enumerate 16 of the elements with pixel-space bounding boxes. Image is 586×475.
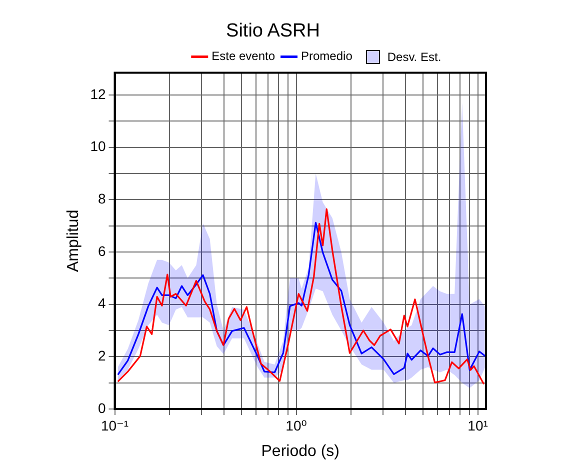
legend-label: Promedio [301,49,353,64]
y-axis-title: Amplitud [65,210,82,272]
y-tick-label: 12 [90,86,106,102]
x-tick-label: 10¹ [468,417,488,434]
chart-title: Sitio ASRH [226,20,320,42]
legend-label: Este evento [212,49,276,64]
y-tick-label: 2 [98,348,106,364]
y-tick-label: 8 [98,190,106,207]
y-tick-label: 6 [98,242,106,259]
y-tick-label: 4 [98,295,106,312]
y-tick-label: 0 [98,400,106,416]
x-axis-title: Periodo (s) [261,442,340,460]
x-tick-label: 10⁻¹ [100,417,129,434]
y-tick-label: 10 [90,138,106,154]
text: Desv. Est. [387,50,442,64]
x-tick-label: 10⁰ [286,417,308,434]
